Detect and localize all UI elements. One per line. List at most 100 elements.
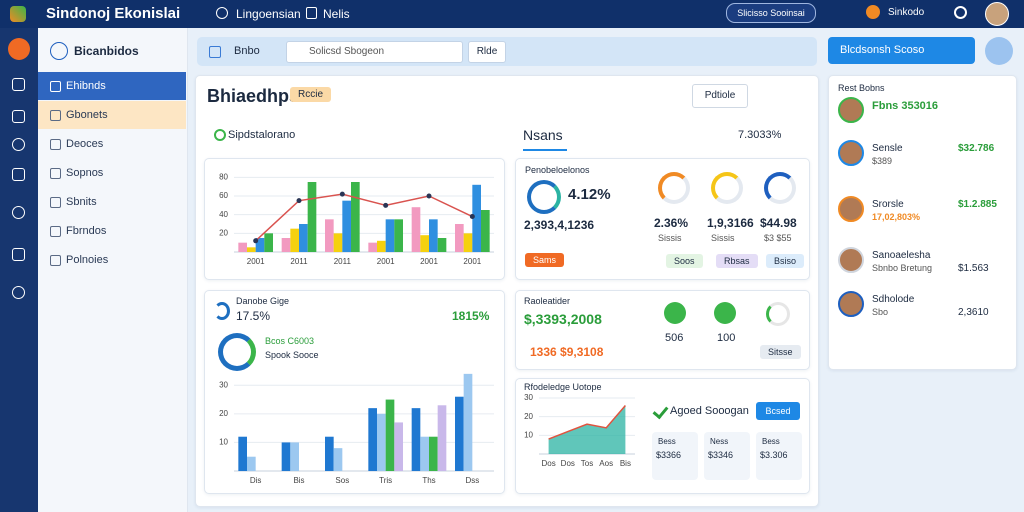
ring-sub: $3 $55	[764, 233, 792, 243]
ring	[764, 172, 796, 204]
tag[interactable]: Rbsas	[716, 254, 758, 268]
avatar	[838, 196, 864, 222]
help-button[interactable]	[985, 37, 1013, 65]
person-name[interactable]: Srorsle	[872, 199, 904, 210]
toolbar-icon	[209, 46, 221, 58]
line	[548, 404, 626, 440]
sidebar-item[interactable]: Sopnos	[38, 159, 186, 187]
tile	[704, 432, 750, 480]
item-icon	[50, 226, 61, 237]
bar	[411, 207, 421, 252]
tile	[652, 432, 698, 480]
legend-entry: Spook Sooce	[265, 350, 319, 360]
y-tick-label: 20	[524, 412, 533, 421]
filter[interactable]: 7.3033%	[738, 129, 782, 141]
tag[interactable]: Soos	[666, 254, 703, 268]
bar	[325, 436, 334, 471]
rail-icon[interactable]	[12, 286, 25, 299]
point	[383, 202, 389, 208]
x-tick-label: Tos	[581, 459, 593, 468]
tile-label: Bess	[658, 437, 676, 446]
button[interactable]: Bcsed	[756, 402, 800, 420]
avatar	[838, 97, 864, 123]
rail-icon[interactable]	[12, 110, 25, 123]
x-tick-label: 2001	[247, 257, 265, 266]
dashboard-title: Bhiaedhps	[207, 86, 300, 106]
rail-icon[interactable]	[12, 206, 25, 219]
nav-icon	[306, 7, 317, 19]
tile-label: Bess	[762, 437, 780, 446]
badge: Rccie	[290, 87, 332, 102]
tag[interactable]: Bsiso	[766, 254, 805, 268]
tile	[756, 432, 802, 480]
search-box[interactable]: Solicsd Sbogeon	[286, 41, 463, 63]
bar	[325, 219, 334, 252]
user-name[interactable]: Sinkodo	[888, 7, 925, 18]
rail-icon[interactable]	[12, 168, 25, 181]
action-button[interactable]: Pdtiole	[692, 84, 748, 108]
toolbar-button[interactable]: Rlde	[468, 41, 506, 63]
button[interactable]: Sitsse	[760, 345, 801, 359]
icon-label: 506	[665, 332, 684, 344]
tag[interactable]: Sams	[525, 253, 565, 267]
status-pill[interactable]: Slicisso Sooinsai	[726, 3, 816, 23]
card-title: Raoleatider	[524, 296, 571, 306]
bar	[437, 405, 447, 471]
y-tick-label: 40	[219, 210, 228, 219]
line	[255, 193, 473, 242]
rail-home[interactable]	[8, 38, 30, 60]
person-name[interactable]: Sanoaelesha	[872, 250, 931, 261]
chart: 10 20 30 Dis Bis Sos Tris Ths Dss	[219, 373, 494, 485]
x-tick-label: Tris	[379, 476, 392, 485]
avatar[interactable]	[985, 2, 1009, 26]
bar	[290, 228, 299, 252]
person-name[interactable]: Sdholode	[872, 294, 915, 305]
sidebar-item[interactable]: Gbonets	[38, 101, 186, 129]
sidebar-item[interactable]: Deoces	[38, 130, 186, 158]
area	[548, 405, 626, 454]
sidebar-item[interactable]: Fbrndos	[38, 217, 186, 245]
nav-link[interactable]: Nelis	[323, 7, 350, 21]
sidebar-item[interactable]: Sbnits	[38, 188, 186, 216]
y-tick-label: 30	[219, 380, 228, 389]
y-tick-label: 30	[524, 393, 533, 402]
side-panel	[828, 75, 1017, 370]
section-title[interactable]: Sipdstalorano	[228, 129, 296, 141]
primary-button[interactable]: Blcdsonsh Scoso	[828, 37, 975, 64]
y-tick-label: 20	[219, 228, 228, 237]
bar	[368, 242, 377, 252]
x-tick-label: Bis	[620, 459, 631, 468]
ring	[711, 172, 743, 204]
sidebar-item[interactable]: Ehibnds	[38, 72, 186, 100]
item-icon	[50, 197, 61, 208]
person-value: $1.563	[958, 263, 989, 274]
rail-icon[interactable]	[12, 78, 25, 91]
rail-icon[interactable]	[12, 248, 25, 261]
person-name[interactable]: Fbns 353016	[872, 100, 939, 112]
point	[296, 198, 302, 204]
section-title[interactable]: Nsans	[523, 127, 563, 143]
bar	[255, 238, 265, 252]
search-icon[interactable]	[954, 6, 967, 19]
x-tick-label: Dis	[250, 476, 262, 485]
bar	[290, 442, 299, 471]
person-sub: Sbo	[872, 307, 889, 317]
chart: 20 40 60 80 2001 2011 2011 2001 2001 2001	[219, 172, 494, 266]
sidebar-item[interactable]: Polnoies	[38, 246, 186, 274]
x-tick-label: Dos	[541, 459, 555, 468]
x-tick-label: 2001	[377, 257, 395, 266]
ring-sub: Sissis	[658, 233, 682, 243]
bar	[394, 219, 403, 252]
rail-icon[interactable]	[12, 138, 25, 151]
bar	[429, 436, 438, 471]
card-title: Rfodeledge Uotope	[524, 382, 602, 392]
x-tick-label: 2011	[334, 257, 352, 266]
nav-link[interactable]: Lingoensian	[236, 7, 301, 21]
point	[469, 214, 475, 220]
donut	[218, 333, 256, 371]
item-icon	[50, 139, 61, 150]
y-tick-label: 60	[219, 191, 228, 200]
person-name[interactable]: Sensle	[872, 143, 903, 154]
legend-entry: Bcos C6003	[265, 336, 315, 346]
